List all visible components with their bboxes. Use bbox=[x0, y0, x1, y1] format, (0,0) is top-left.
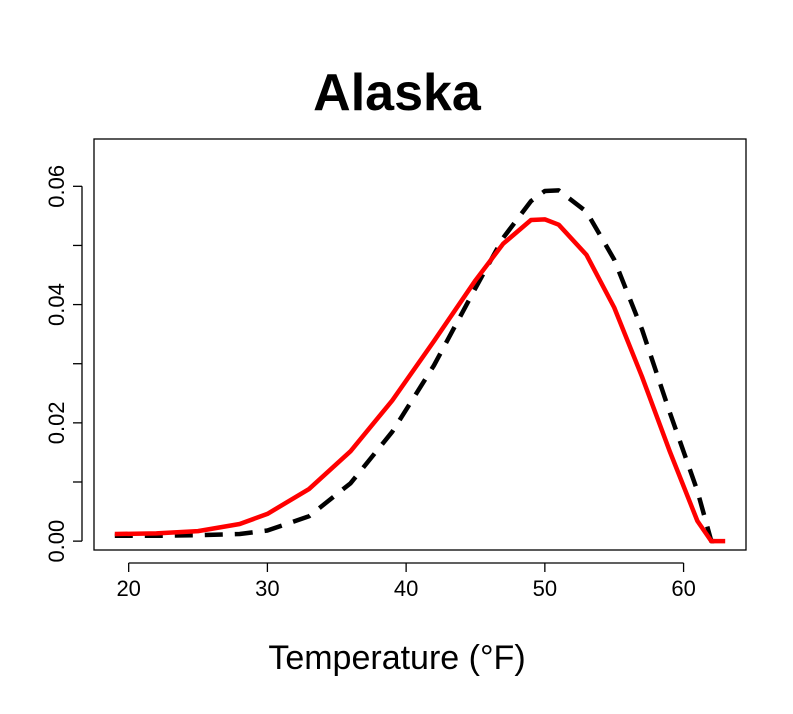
chart-title: Alaska bbox=[313, 64, 482, 122]
y-axis: 0.00 0.02 0.04 0.06 bbox=[44, 165, 83, 563]
x-tick-label: 40 bbox=[394, 576, 418, 601]
x-tick-label: 60 bbox=[671, 576, 695, 601]
y-tick-label: 0.06 bbox=[44, 165, 69, 208]
series-layer bbox=[114, 188, 726, 544]
x-tick-label: 50 bbox=[533, 576, 557, 601]
x-tick-label: 30 bbox=[255, 576, 279, 601]
series-line-dashed bbox=[114, 188, 726, 544]
x-axis-label: Temperature (°F) bbox=[268, 639, 525, 677]
series-line-solid bbox=[114, 217, 726, 544]
y-tick-label: 0.04 bbox=[44, 283, 69, 326]
y-tick-label: 0.00 bbox=[44, 520, 69, 563]
x-tick-label: 20 bbox=[116, 576, 140, 601]
plot-frame bbox=[93, 138, 747, 551]
y-tick-label: 0.02 bbox=[44, 401, 69, 444]
x-axis: 20 30 40 50 60 bbox=[116, 562, 696, 601]
